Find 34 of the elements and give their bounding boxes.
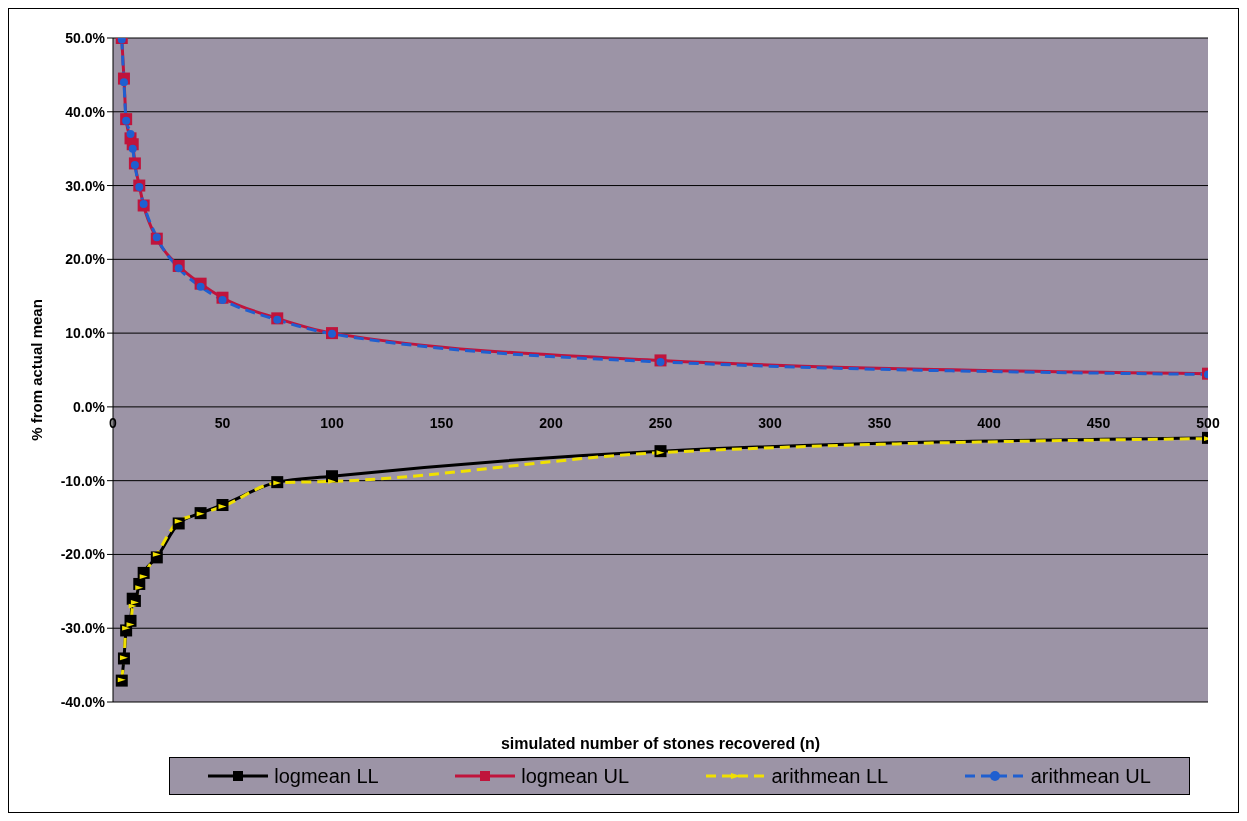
y-tick-label: 20.0% — [65, 251, 106, 268]
x-tick-label: 500 — [1196, 415, 1220, 431]
point — [119, 78, 128, 87]
y-tick-label: 50.0% — [65, 29, 106, 46]
y-tick-label: -20.0% — [60, 546, 106, 563]
y-tick-label: 30.0% — [65, 177, 106, 194]
x-tick-label: 300 — [758, 415, 782, 431]
point — [139, 200, 148, 208]
y-tick-label: -30.0% — [60, 620, 106, 637]
point — [128, 144, 137, 153]
point — [218, 295, 227, 304]
x-tick-label: 200 — [539, 415, 563, 431]
y-tick-label: 0.0% — [73, 398, 106, 415]
x-tick-label: 450 — [1086, 415, 1111, 431]
y-axis-title: % from actual mean — [28, 299, 46, 441]
x-tick-label: 100 — [320, 415, 344, 431]
point — [126, 129, 135, 138]
point — [196, 282, 205, 291]
point — [135, 183, 144, 192]
x-axis-title: simulated number of stones recovered (n) — [500, 735, 821, 752]
y-tick-label: -40.0% — [60, 693, 106, 710]
point — [174, 264, 183, 273]
x-tick-label: 150 — [429, 415, 454, 431]
y-tick-label: 40.0% — [65, 103, 106, 120]
y-tick-label: 10.0% — [65, 325, 106, 342]
y-tick-label: -10.0% — [60, 472, 106, 489]
legend-label: arithmean LL — [770, 764, 889, 788]
legend-label: logmean UL — [520, 764, 630, 788]
legend-label: arithmean UL — [1029, 764, 1151, 788]
x-tick-label: 400 — [977, 415, 1001, 431]
x-tick-label: 350 — [867, 415, 892, 431]
legend-label: logmean LL — [273, 764, 379, 788]
x-tick-label: 250 — [648, 415, 673, 431]
x-tick-label: 50 — [214, 415, 231, 431]
